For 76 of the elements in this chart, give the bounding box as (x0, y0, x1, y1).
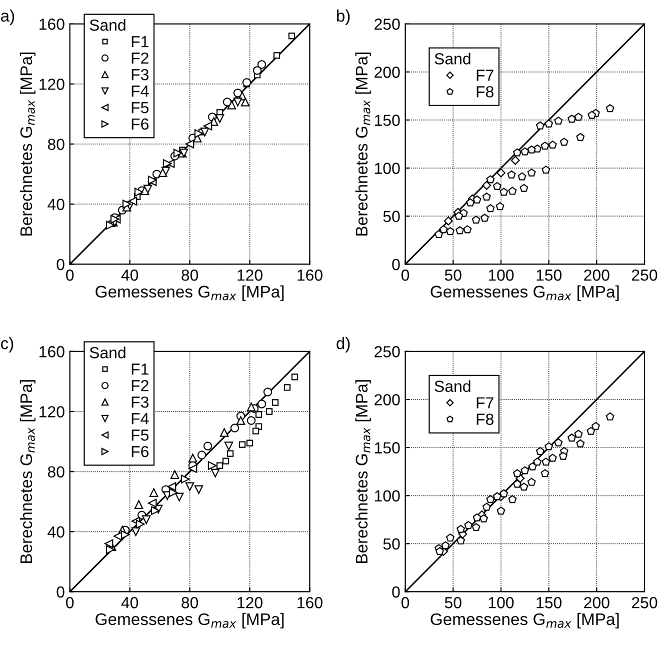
y-tick-label: 50 (383, 538, 400, 550)
legend-label: F8 (476, 86, 494, 98)
y-tick-label: 200 (374, 66, 400, 78)
x-tick-label: 100 (488, 597, 514, 608)
legend-label: F1 (132, 364, 148, 375)
y-tick-label: 160 (40, 346, 64, 358)
x-tick-label: 160 (298, 597, 322, 608)
x-tick-label: 200 (584, 269, 610, 281)
x-axis-title: Gemessenes G$_{max}$ [MPa] (96, 285, 284, 301)
y-tick-label: 0 (56, 586, 64, 598)
legend-label: F5 (132, 430, 149, 441)
y-tick-label: 100 (374, 490, 400, 502)
chart-title: b) (336, 9, 350, 26)
x-tick-label: 120 (238, 597, 262, 608)
legend-title: Sand (434, 52, 470, 64)
x-tick-label: 250 (632, 269, 658, 281)
x-tick-label: 150 (536, 597, 562, 608)
x-tick-label: 150 (536, 269, 562, 281)
x-axis-title: Gemessenes G$_{max}$ [MPa] (430, 612, 619, 628)
x-tick-label: 100 (488, 269, 514, 281)
y-axis-title: Berechnetes G$_{max}$ [MPa] (355, 380, 371, 563)
x-axis-title: Gemessenes G$_{max}$ [MPa] (96, 612, 284, 628)
y-tick-label: 100 (374, 162, 400, 174)
legend-label: F4 (132, 413, 149, 424)
y-tick-label: 200 (374, 394, 400, 406)
y-tick-label: 40 (48, 198, 64, 210)
legend-title: Sand (90, 19, 126, 31)
y-axis-title: Berechnetes G$_{max}$ [MPa] (20, 52, 36, 236)
x-tick-label: 40 (121, 597, 138, 608)
y-tick-label: 150 (374, 442, 400, 454)
x-tick-label: 80 (182, 269, 198, 281)
legend-title: Sand (90, 346, 126, 358)
y-tick-label: 250 (374, 18, 400, 30)
chart-title: a) (1, 9, 14, 26)
x-axis-title: Gemessenes G$_{max}$ [MPa] (430, 285, 619, 301)
legend-label: F3 (132, 396, 149, 408)
legend-label: F4 (132, 86, 149, 97)
legend-label: F8 (476, 414, 494, 425)
x-tick-label: 50 (444, 269, 462, 281)
y-tick-label: 80 (48, 466, 64, 478)
y-tick-label: 120 (40, 78, 64, 90)
x-tick-label: 80 (182, 597, 198, 608)
y-tick-label: 250 (374, 346, 400, 358)
x-tick-label: 0 (66, 269, 74, 281)
legend-label: F6 (132, 446, 149, 458)
y-tick-label: 80 (48, 138, 64, 150)
y-tick-label: 0 (392, 586, 400, 598)
x-tick-label: 250 (632, 597, 658, 608)
legend-label: F2 (132, 52, 148, 64)
x-tick-label: 50 (444, 597, 462, 608)
legend-label: F6 (132, 118, 149, 130)
y-tick-label: 40 (48, 526, 64, 538)
x-tick-label: 0 (401, 269, 410, 281)
x-tick-label: 40 (121, 269, 138, 281)
y-tick-label: 160 (40, 18, 64, 30)
y-axis-title: Berechnetes G$_{max}$ [MPa] (20, 380, 36, 563)
legend-label: F1 (132, 36, 148, 48)
legend-label: F5 (132, 102, 149, 114)
x-tick-label: 120 (238, 269, 262, 281)
x-tick-label: 0 (66, 597, 74, 608)
x-tick-label: 200 (584, 597, 610, 608)
y-tick-label: 120 (40, 406, 64, 418)
legend-label: F7 (476, 397, 494, 408)
y-tick-label: 0 (392, 258, 400, 270)
y-tick-label: 0 (56, 258, 64, 270)
chart-title: c) (1, 337, 14, 353)
chart-title: d) (336, 337, 350, 353)
legend-label: F3 (132, 68, 149, 80)
legend-title: Sand (434, 380, 470, 392)
legend-label: F7 (476, 70, 494, 81)
legend-label: F2 (132, 380, 148, 392)
x-tick-label: 160 (298, 269, 322, 281)
y-tick-label: 50 (383, 210, 400, 222)
y-tick-label: 150 (374, 114, 400, 126)
y-axis-title: Berechnetes G$_{max}$ [MPa] (355, 52, 371, 236)
x-tick-label: 0 (401, 597, 410, 608)
